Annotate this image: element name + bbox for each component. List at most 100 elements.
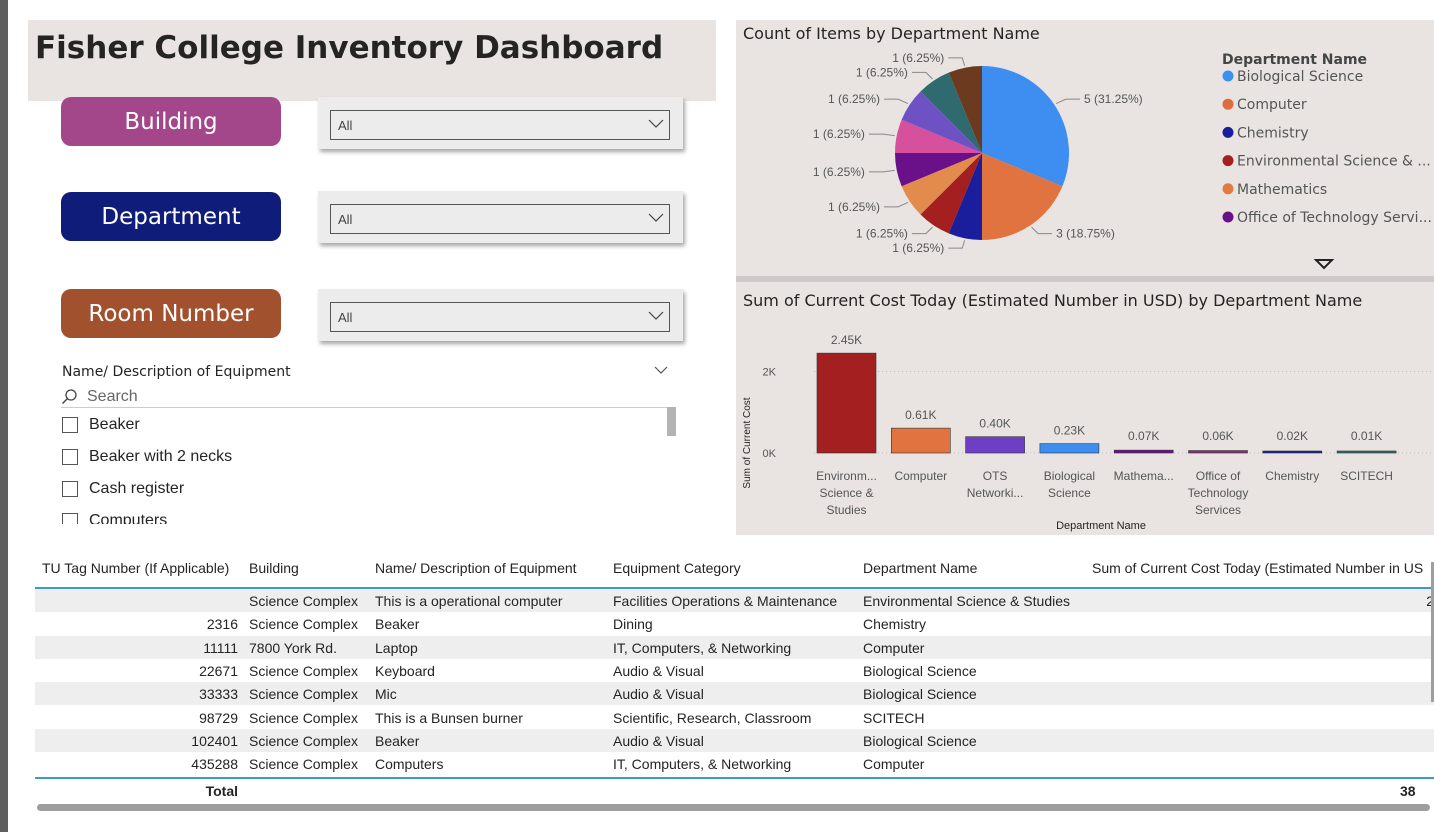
- table-cell: Beaker: [375, 732, 420, 749]
- pie-slice[interactable]: [895, 153, 982, 187]
- table-cell: Audio & Visual: [613, 732, 704, 749]
- column-header[interactable]: Name/ Description of Equipment: [375, 560, 577, 576]
- pie-leader-line: [884, 201, 909, 208]
- list-item[interactable]: Beaker with 2 necks: [62, 445, 232, 469]
- table-cell: Scientific, Research, Classroom: [613, 709, 812, 726]
- pie-slice[interactable]: [901, 153, 982, 215]
- department-filter-button[interactable]: Department: [61, 192, 281, 241]
- x-tick-label: Computer: [894, 469, 947, 483]
- department-dropdown[interactable]: All: [330, 204, 670, 234]
- table-row[interactable]: 98729 Science Complex This is a Bunsen bur…: [35, 706, 1434, 729]
- bar[interactable]: [1039, 443, 1100, 454]
- title-banner: Fisher College Inventory Dashboard: [28, 20, 716, 101]
- table-cell: IT, Computers, & Networking: [613, 639, 792, 656]
- table-cell: Beaker: [375, 616, 420, 633]
- table-cell: Computers: [375, 756, 444, 773]
- column-header[interactable]: TU Tag Number (If Applicable): [42, 560, 230, 576]
- table-cell: Science Complex: [249, 732, 358, 749]
- table-cell: 435288: [191, 756, 238, 773]
- list-item[interactable]: Cash register: [62, 477, 184, 501]
- pie-data-label: 1 (6.25%): [856, 227, 908, 241]
- table-row[interactable]: 11111 7800 York Rd. Laptop IT, Computers, &…: [35, 635, 1434, 659]
- chevron-down-icon: [648, 213, 664, 222]
- pie-slice[interactable]: [920, 153, 982, 234]
- building-filter-button[interactable]: Building: [61, 97, 281, 146]
- table-cell: Mic: [375, 686, 397, 703]
- legend-item[interactable]: Biological Science: [1237, 69, 1363, 85]
- y-tick-label: 2K: [763, 366, 777, 378]
- checkbox[interactable]: [62, 417, 78, 433]
- checkbox[interactable]: [62, 481, 78, 497]
- pie-slice[interactable]: [920, 72, 982, 153]
- legend-item[interactable]: Computer: [1237, 97, 1307, 113]
- table-vertical-scrollbar[interactable]: [1431, 562, 1434, 702]
- total-divider: [35, 777, 1434, 779]
- table-row[interactable]: 33333 Science Complex Mic Audio & Visual Bio…: [35, 682, 1434, 706]
- legend-item[interactable]: Office of Technology Servi...: [1237, 210, 1432, 226]
- column-header[interactable]: Department Name: [863, 560, 978, 576]
- bar[interactable]: [816, 352, 877, 454]
- list-item[interactable]: Beaker: [62, 413, 140, 437]
- pie-slice[interactable]: [982, 153, 1063, 240]
- room-number-filter-button[interactable]: Room Number: [61, 289, 281, 338]
- bar[interactable]: [1113, 449, 1174, 454]
- table-cell: Science Complex: [249, 616, 358, 633]
- pie-slice[interactable]: [948, 66, 982, 153]
- bar-data-label: 0.06K: [1202, 429, 1233, 443]
- x-tick-label: SCITECH: [1340, 469, 1393, 483]
- pie-slice[interactable]: [901, 91, 982, 153]
- pie-slice[interactable]: [895, 119, 982, 153]
- slicer-scrollbar[interactable]: [667, 407, 676, 436]
- equipment-search-input[interactable]: Search: [61, 386, 669, 408]
- legend-item[interactable]: Mathematics: [1237, 182, 1327, 198]
- table-row[interactable]: 435288 Science Complex Computers IT, Comput…: [35, 752, 1434, 775]
- checkbox[interactable]: [62, 449, 78, 465]
- pie-data-label: 1 (6.25%): [813, 127, 865, 141]
- pie-data-label: 5 (31.25%): [1084, 92, 1143, 106]
- bar[interactable]: [1188, 450, 1248, 454]
- table-row[interactable]: 102401 Science Complex Beaker Audio & Visua…: [35, 728, 1434, 752]
- legend-item[interactable]: Chemistry: [1237, 125, 1309, 141]
- header-divider: [35, 587, 1434, 589]
- page-title: Fisher College Inventory Dashboard: [35, 30, 664, 66]
- building-dropdown[interactable]: All: [330, 110, 670, 140]
- legend-scroll-down-icon[interactable]: [1313, 259, 1335, 270]
- pie-data-label: 1 (6.25%): [813, 165, 865, 179]
- table-cell: 7800 York Rd.: [249, 639, 337, 656]
- table-horizontal-scrollbar[interactable]: [37, 804, 1430, 811]
- y-tick-label: 0K: [763, 448, 777, 460]
- list-item[interactable]: Computers: [62, 509, 167, 524]
- department-dropdown-card: All: [318, 191, 683, 243]
- column-header[interactable]: Building: [249, 560, 299, 576]
- legend-marker: [1222, 98, 1234, 110]
- table-cell: 11111: [203, 639, 238, 656]
- table-row[interactable]: Science Complex This is a operational com…: [35, 589, 1434, 612]
- total-value: 38: [1400, 783, 1416, 799]
- legend-item[interactable]: Environmental Science & ...: [1237, 154, 1431, 170]
- table-row[interactable]: 22671 Science Complex Keyboard Audio & Visu…: [35, 659, 1434, 682]
- bar-chart-panel: Sum of Current Cost Today (Estimated Num…: [736, 282, 1434, 535]
- pie-slice[interactable]: [982, 66, 1069, 187]
- bar[interactable]: [965, 436, 1025, 454]
- column-header[interactable]: Equipment Category: [613, 560, 741, 576]
- table-cell: Biological Science: [863, 686, 977, 703]
- table-row[interactable]: 2316 Science Complex Beaker Dining Chemistry: [35, 612, 1434, 635]
- legend-marker: [1222, 70, 1234, 82]
- bar[interactable]: [891, 427, 951, 454]
- legend-marker: [1222, 183, 1234, 195]
- bar[interactable]: [1336, 450, 1397, 454]
- column-header[interactable]: Sum of Current Cost Today (Estimated Num…: [1092, 560, 1424, 576]
- checkbox[interactable]: [62, 513, 78, 524]
- chevron-down-icon[interactable]: [654, 366, 668, 375]
- list-item-label: Beaker: [89, 416, 140, 433]
- room-number-dropdown[interactable]: All: [330, 302, 670, 332]
- bar[interactable]: [1262, 450, 1323, 454]
- table-cell: Science Complex: [249, 756, 358, 773]
- pie-leader-line: [1031, 226, 1053, 235]
- bar-chart: Sum of Current Cost Today (Estimated Num…: [742, 291, 1434, 532]
- pie-leader-line: [948, 240, 966, 249]
- pie-slice[interactable]: [948, 153, 982, 240]
- legend-marker: [1222, 155, 1234, 167]
- bar-data-label: 0.01K: [1351, 429, 1382, 443]
- equipment-list: Beaker Beaker with 2 necks Cash register…: [60, 410, 660, 524]
